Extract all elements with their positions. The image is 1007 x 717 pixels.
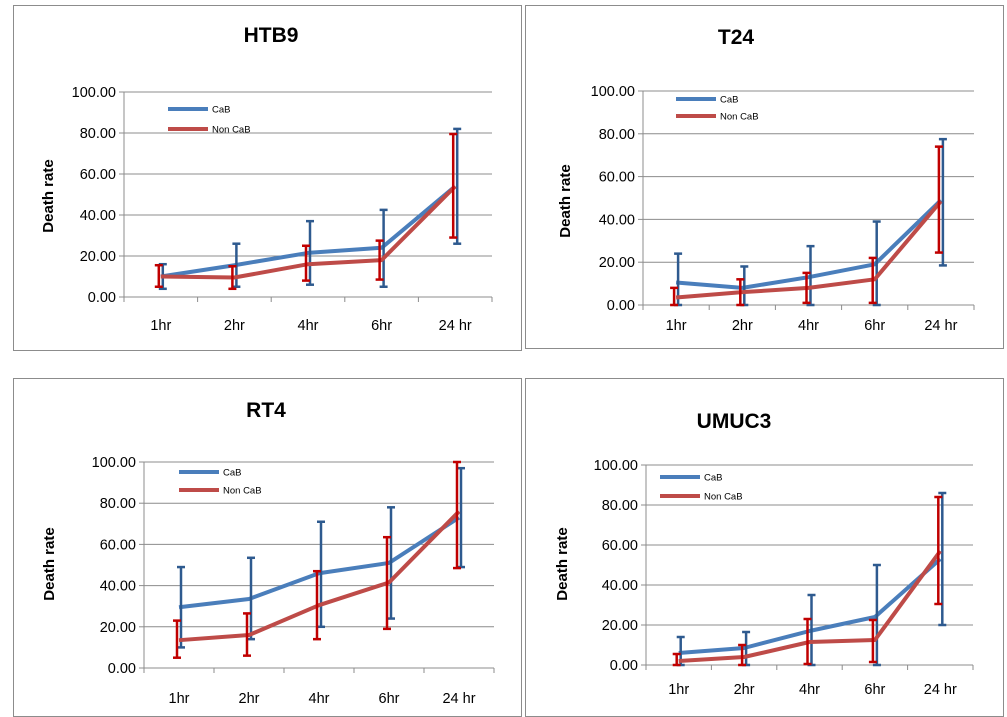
y-tick-label: 60.00 (80, 167, 116, 183)
x-tick-label: 4hr (799, 682, 820, 698)
series-line-cab (675, 198, 943, 290)
chart-title: T24 (718, 26, 755, 49)
y-axis-label: Death rate (40, 159, 57, 232)
y-axis-label: Death rate (554, 527, 571, 600)
chart-t24: T24 Death rate 0.00 20.00 40.00 60.00 80.00 100… (557, 26, 975, 334)
y-tick-label: 80.00 (602, 498, 638, 514)
legend-label-cab: CaB (223, 468, 241, 479)
y-tick-label: 40.00 (80, 208, 116, 224)
x-tick-label: 1hr (169, 691, 190, 707)
y-tick-label: 100.00 (591, 84, 635, 100)
series-line-non-cab (678, 549, 942, 663)
series-line-cab (178, 515, 461, 610)
y-tick-label: 60.00 (602, 538, 638, 554)
x-tick-label: 24 hr (442, 691, 475, 707)
y-tick-label: 80.00 (599, 127, 635, 143)
series-line-cab (678, 557, 942, 655)
legend-label-non-cab: Non CaB (720, 112, 759, 123)
x-tick-label: 2hr (239, 691, 260, 707)
x-tick-label: 6hr (371, 318, 392, 334)
y-tick-label: 20.00 (80, 249, 116, 265)
y-tick-label: 100.00 (594, 458, 638, 474)
chart-rt4: RT4 Death rate 0.00 20.00 40.00 60.00 80.00 100… (41, 399, 495, 707)
x-tick-label: 1hr (666, 318, 687, 334)
y-tick-label: 80.00 (80, 126, 116, 142)
y-tick-label: 40.00 (602, 578, 638, 594)
x-tick-label: 6hr (379, 691, 400, 707)
x-tick-label: 2hr (224, 318, 245, 334)
y-tick-label: 80.00 (100, 496, 136, 512)
y-tick-label: 20.00 (602, 618, 638, 634)
chart-panel-htb9: HTB9 Death rate 0.00 20.00 40.00 60.00 80.00 10… (13, 5, 522, 351)
legend-label-cab: CaB (212, 105, 230, 116)
y-axis-label: Death rate (41, 527, 58, 600)
y-axis-label: Death rate (557, 164, 574, 237)
series-line-non-cab (675, 199, 943, 300)
chart-title: HTB9 (244, 24, 299, 47)
x-tick-label: 1hr (150, 318, 171, 334)
y-tick-label: 0.00 (108, 661, 136, 677)
y-tick-label: 100.00 (72, 85, 116, 101)
y-tick-label: 60.00 (599, 170, 635, 186)
series-line-non-cab (178, 510, 461, 643)
chart-panel-rt4: RT4 Death rate 0.00 20.00 40.00 60.00 80.00 100… (13, 378, 522, 717)
y-tick-label: 0.00 (607, 298, 635, 314)
y-tick-label: 0.00 (610, 658, 638, 674)
y-tick-label: 40.00 (599, 212, 635, 228)
x-tick-label: 4hr (298, 318, 319, 334)
chart-umuc3: UMUC3 Death rate 0.00 20.00 40.00 60.00 80.00 1… (554, 410, 974, 698)
y-tick-label: 20.00 (100, 620, 136, 636)
chart-title: RT4 (246, 399, 286, 422)
chart-panel-t24: T24 Death rate 0.00 20.00 40.00 60.00 80.00 100… (525, 5, 1004, 349)
x-tick-label: 2hr (732, 318, 753, 334)
x-tick-label: 6hr (864, 318, 885, 334)
x-tick-label: 24 hr (924, 682, 957, 698)
chart-htb9: HTB9 Death rate 0.00 20.00 40.00 60.00 80.00 10… (40, 24, 493, 334)
legend-label-non-cab: Non CaB (212, 125, 251, 136)
x-tick-label: 1hr (668, 682, 689, 698)
x-tick-label: 24 hr (924, 318, 957, 334)
y-tick-label: 60.00 (100, 537, 136, 553)
series-line-cab (160, 184, 457, 279)
y-tick-label: 20.00 (599, 255, 635, 271)
legend-label-cab: CaB (720, 95, 738, 106)
x-tick-label: 6hr (864, 682, 885, 698)
chart-title: UMUC3 (697, 410, 772, 433)
y-tick-label: 100.00 (92, 455, 136, 471)
series-line-non-cab (160, 184, 457, 280)
x-tick-label: 4hr (798, 318, 819, 334)
y-tick-label: 40.00 (100, 579, 136, 595)
x-tick-label: 24 hr (439, 318, 472, 334)
legend-label-non-cab: Non CaB (704, 492, 743, 503)
legend-label-non-cab: Non CaB (223, 486, 262, 497)
y-tick-label: 0.00 (88, 290, 116, 306)
x-tick-label: 4hr (309, 691, 330, 707)
x-tick-label: 2hr (734, 682, 755, 698)
legend-label-cab: CaB (704, 473, 722, 484)
chart-panel-umuc3: UMUC3 Death rate 0.00 20.00 40.00 60.00 80.00 1… (525, 378, 1004, 717)
